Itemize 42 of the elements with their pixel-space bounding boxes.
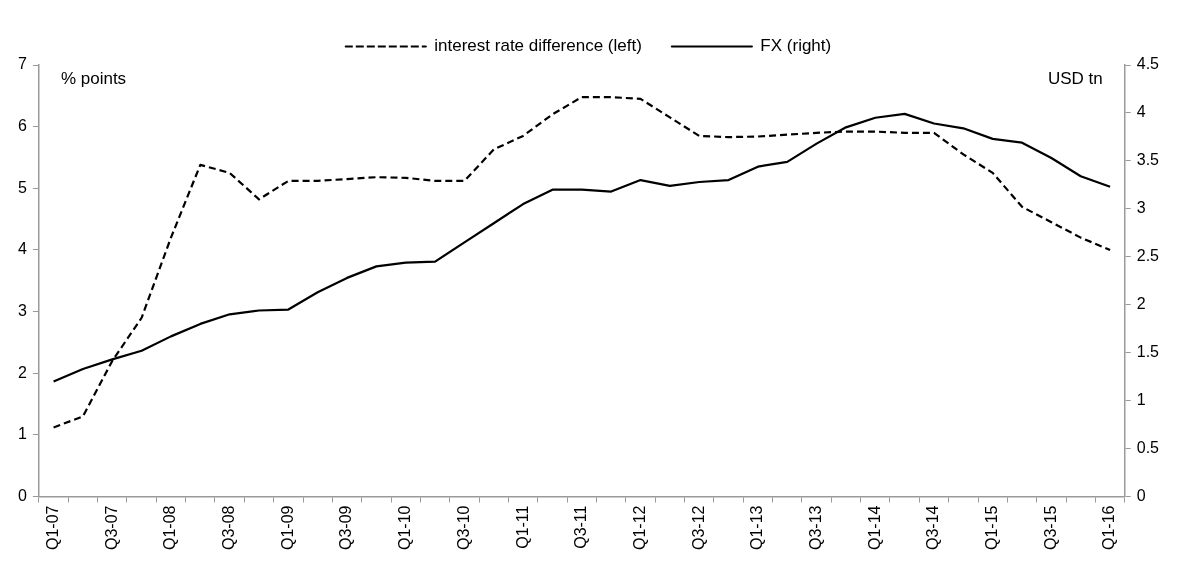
- x-tick-label: Q3-13: [807, 505, 825, 550]
- y2-tick-label: 0: [1136, 486, 1146, 504]
- y-tick-label: 0: [17, 486, 27, 504]
- x-tick-label: Q1-14: [865, 505, 883, 550]
- line-series: [52, 95, 1112, 429]
- x-tick-label: Q1-11: [513, 505, 531, 549]
- y-tick-label: 1: [17, 425, 27, 443]
- x-tick-label: Q1-10: [396, 505, 414, 550]
- x-tick-label: Q1-12: [630, 505, 648, 550]
- x-tick-label: Q1-09: [278, 505, 296, 550]
- y-axis-title: % points: [60, 69, 127, 89]
- y2-tick-label: 1: [1136, 391, 1146, 409]
- x-tick-label: Q3-11: [572, 505, 590, 549]
- y-tick-label: 6: [17, 117, 27, 135]
- y-tick-label: 2: [17, 363, 27, 381]
- legend-label: interest rate difference (left): [434, 36, 642, 56]
- y2-tick-label: 3.5: [1136, 151, 1160, 169]
- x-tick-label: Q3-14: [924, 505, 942, 550]
- y-tick-label: 3: [17, 302, 27, 319]
- y-tick-label: 4: [17, 240, 27, 258]
- legend-label: FX (right): [760, 36, 832, 56]
- x-tick-label: Q1-16: [1100, 505, 1118, 550]
- y2-tick-label: 0.5: [1136, 438, 1160, 456]
- x-tick-label: Q3-08: [220, 505, 238, 550]
- x-tick-label: Q1-07: [43, 505, 61, 550]
- x-tick-label: Q3-07: [102, 505, 120, 550]
- y2-tick-label: 2.5: [1136, 247, 1160, 265]
- y2-axis-title: USD tn: [1047, 69, 1103, 89]
- y2-tick-label: 3: [1136, 199, 1146, 217]
- x-tick-label: Q3-15: [1041, 505, 1059, 550]
- y2-tick-label: 4.5: [1136, 55, 1160, 73]
- x-tick-label: Q3-09: [337, 505, 355, 550]
- x-tick-label: Q1-08: [161, 505, 179, 550]
- y2-tick-label: 2: [1136, 295, 1146, 313]
- x-tick-label: Q3-10: [454, 505, 472, 550]
- x-tick-label: Q1-15: [983, 505, 1001, 550]
- x-tick-label: Q1-13: [748, 505, 766, 550]
- y2-tick-label: 1.5: [1136, 343, 1160, 361]
- y2-tick-label: 4: [1136, 103, 1146, 121]
- y-tick-label: 5: [17, 178, 27, 196]
- y-tick-label: 7: [17, 55, 27, 73]
- x-tick-label: Q3-12: [689, 505, 707, 550]
